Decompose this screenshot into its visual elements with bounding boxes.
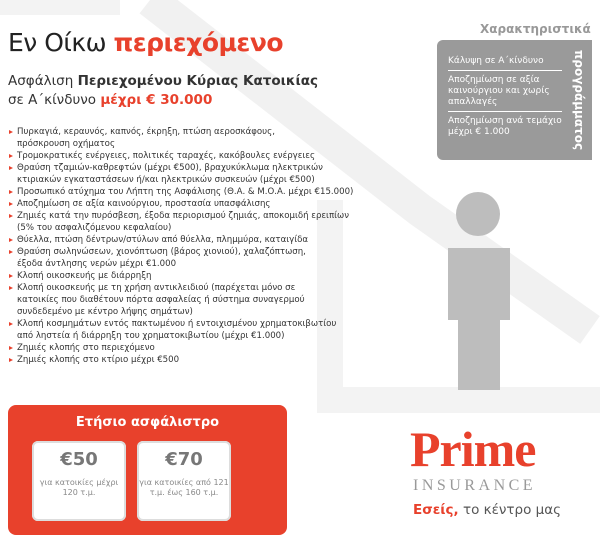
coverage-line: Θραύση τζαμιών-καθρεφτών (μέχρι €500), β…: [17, 163, 323, 173]
coverage-list: Πυρκαγιά, κεραυνός, καπνός, έκρηξη, πτώσ…: [8, 126, 354, 366]
coverage-line: Προσωπικό ατύχημα του Λήπτη της Ασφάλιση…: [17, 187, 354, 197]
coverage-item: Κλοπή οικοσκευής με τη χρήση αντικλειδιο…: [8, 282, 338, 318]
brand-tagline: Εσείς, το κέντρο μας: [413, 502, 561, 518]
coverage-item: Θραύση τζαμιών-καθρεφτών (μέχρι €500), β…: [8, 162, 338, 186]
coverage-item: Αποζημίωση σε αξία καινούργιου, προστασί…: [8, 198, 338, 210]
price-description: για κατοικίες μέχρι 120 τ.μ.: [39, 478, 119, 497]
price-card: €50 για κατοικίες μέχρι 120 τ.μ.: [32, 441, 126, 521]
coverage-line: πρόσκρουση οχήματος: [17, 139, 115, 149]
subtitle-plain: σε Α΄κίνδυνο: [8, 92, 97, 108]
coverage-item: Κλοπή κοσμημάτων εντός πακτωμένου ή εντο…: [8, 318, 338, 342]
coverage-line: Τρομοκρατικές ενέργειες, πολιτικές ταραχ…: [17, 151, 315, 161]
coverage-line: Θραύση σωληνώσεων, χιονόπτωση (βάρος χιο…: [17, 247, 306, 257]
house-outline: [317, 200, 600, 413]
coverage-line: κατοικίες που διαθέτουν πόρτα ασφαλείας …: [17, 295, 305, 305]
features-title: Χαρακτηριστικά: [480, 22, 591, 36]
brand-subname: INSURANCE: [413, 477, 537, 494]
coverage-item: Ζημιές κλοπής στο περιεχόμενο: [8, 342, 338, 354]
title-bold: περιεχόμενο: [113, 28, 284, 57]
pricing-title: Ετήσιο ασφάλιστρο: [75, 415, 220, 430]
tagline-text: το κέντρο μας: [462, 502, 562, 518]
coverage-line: Θύελλα, πτώση δέντρων/στύλων από θύελλα,…: [17, 235, 309, 245]
person-head: [456, 192, 500, 236]
feature-row: Αποζημίωση ανά τεμάχιο μέχρι € 1.000: [448, 116, 562, 137]
coverage-line: Πυρκαγιά, κεραυνός, καπνός, έκρηξη, πτώσ…: [17, 127, 275, 137]
features-box: [437, 40, 592, 160]
features-side-label: προγράμματος: [572, 49, 586, 151]
title: Εν Οίκω περιεχόμενο: [8, 28, 284, 57]
tagline-bold: Εσείς,: [413, 502, 459, 518]
coverage-item: Πυρκαγιά, κεραυνός, καπνός, έκρηξη, πτώσ…: [8, 126, 338, 150]
pricing-box: Ετήσιο ασφάλιστρο €50 για κατοικίες μέχρι…: [8, 405, 287, 535]
coverage-line: Ζημιές κλοπής στο περιεχόμενο: [17, 343, 155, 353]
coverage-item: Προσωπικό ατύχημα του Λήπτη της Ασφάλιση…: [8, 186, 354, 198]
coverage-line: Ζημιές κατά την πυρόσβεση, έξοδα περιορι…: [17, 211, 350, 221]
coverage-line: Κλοπή κοσμημάτων εντός πακτωμένου ή εντο…: [17, 319, 337, 329]
feature-row: Κάλυψη σε Α΄κίνδυνο: [448, 55, 562, 71]
coverage-item: Κλοπή οικοσκευής με διάρρηξη: [8, 270, 338, 282]
features-rows: Κάλυψη σε Α΄κίνδυνο Αποζημίωση σε αξία κα…: [448, 55, 562, 144]
coverage-line: Αποζημίωση σε αξία καινούργιου, προστασί…: [17, 199, 271, 209]
person-body: [448, 248, 510, 390]
price-card: €70 για κατοικίες από 121 τ.μ. έως 160 τ.…: [137, 441, 231, 521]
coverage-line: (5% του ασφαλιζόμενου κεφαλαίου): [17, 223, 172, 233]
coverage-line: από ληστεία ή διάρρηξη του χρηματοκιβωτί…: [17, 331, 285, 341]
house-outline: [139, 0, 600, 344]
coverage-item: Θύελλα, πτώση δέντρων/στύλων από θύελλα,…: [8, 234, 338, 246]
brand-name: Prime: [410, 421, 536, 477]
coverage-item: Ζημιές κατά την πυρόσβεση, έξοδα περιορι…: [8, 210, 350, 234]
subtitle: Ασφάλιση Περιεχομένου Κύριας Κατοικίας σ…: [8, 72, 318, 110]
features-side: προγράμματος: [566, 40, 592, 160]
title-plain: Εν Οίκω: [8, 28, 107, 57]
subtitle-bold: Περιεχομένου Κύριας Κατοικίας: [77, 73, 319, 89]
coverage-line: κτιριακών εγκαταστάσεων ή/και ηλεκτρικών…: [17, 175, 315, 185]
subtitle-line: Ασφάλιση Περιεχομένου Κύριας Κατοικίας: [8, 72, 318, 91]
coverage-item: Θραύση σωληνώσεων, χιονόπτωση (βάρος χιο…: [8, 246, 338, 270]
subtitle-line: σε Α΄κίνδυνο μέχρι € 30.000: [8, 91, 318, 110]
price-amount: €50: [60, 449, 98, 470]
subtitle-bold: μέχρι € 30.000: [100, 92, 213, 108]
coverage-item: Τρομοκρατικές ενέργειες, πολιτικές ταραχ…: [8, 150, 338, 162]
coverage-line: συνδεδεμένο με κέντρο λήψης σημάτων): [17, 307, 193, 317]
price-description: για κατοικίες από 121 τ.μ. έως 160 τ.μ.: [139, 478, 229, 497]
coverage-item: Ζημιές κλοπής στο κτίριο μέχρι €500: [8, 354, 338, 366]
coverage-line: Κλοπή οικοσκευής με διάρρηξη: [17, 271, 152, 281]
coverage-line: έξοδα άντλησης νερών μέχρι €1.000: [17, 259, 177, 269]
price-amount: €70: [165, 449, 203, 470]
feature-row: Αποζημίωση σε αξία καινούργιου και χωρίς…: [448, 74, 562, 112]
coverage-line: Κλοπή οικοσκευής με τη χρήση αντικλειδιο…: [17, 283, 296, 293]
coverage-line: Ζημιές κλοπής στο κτίριο μέχρι €500: [17, 355, 180, 365]
subtitle-plain: Ασφάλιση: [8, 73, 74, 89]
